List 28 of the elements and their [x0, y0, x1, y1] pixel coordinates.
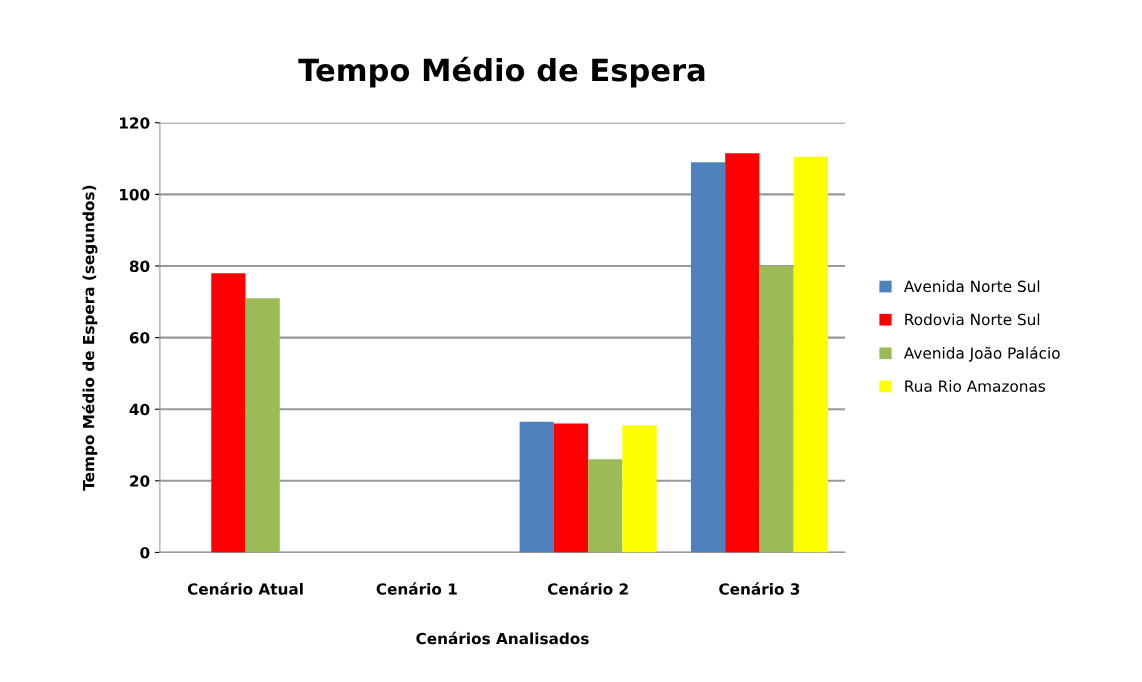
y-tick-label: 40 [129, 403, 150, 416]
x-tick-label: Cenário 1 [376, 582, 457, 595]
y-tick-label: 120 [119, 117, 150, 129]
bar [245, 298, 280, 553]
y-tick-label: 60 [129, 332, 150, 344]
x-tick-label: Cenário 3 [719, 582, 800, 595]
bar [553, 423, 589, 553]
bar [690, 162, 726, 553]
bar [211, 273, 246, 553]
chart-title: Tempo Médio de Espera [298, 56, 705, 88]
bar [588, 459, 623, 553]
legend-label: Avenida Norte Sul [903, 280, 1040, 293]
bar [793, 156, 828, 553]
y-axis-title: Tempo Médio de Espera (segundos) [81, 185, 98, 491]
bar [622, 425, 657, 553]
x-tick-label: Cenário Atual [187, 582, 303, 595]
y-tick-label: 100 [119, 188, 150, 201]
bar [519, 421, 554, 553]
y-tick-label: 0 [140, 546, 150, 559]
legend-label: Rua Rio Amazonas [905, 380, 1046, 392]
x-axis-title: Cenários Analisados [416, 631, 589, 645]
bar [759, 265, 794, 553]
x-tick-label: Cenário 2 [547, 582, 628, 595]
legend-label: Avenida João Palácio [903, 346, 1060, 362]
y-tick-label: 20 [130, 475, 150, 487]
y-tick-label: 80 [129, 260, 150, 272]
legend-label: Rodovia Norte Sul [905, 313, 1040, 326]
bar [725, 153, 760, 553]
